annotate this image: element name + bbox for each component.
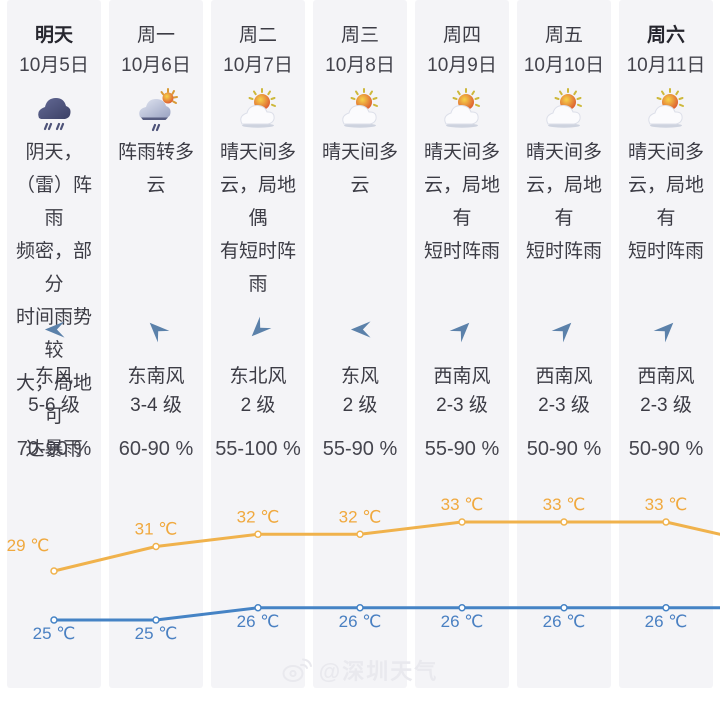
wind-direction-label: 东南风 xyxy=(127,366,185,387)
svg-text:26 ℃: 26 ℃ xyxy=(645,612,688,631)
sun-cloud-icon xyxy=(619,86,713,138)
wind-direction-label: 西南风 xyxy=(433,366,491,387)
forecast-column-6: 周六 10月11日 晴天间多 云，局地有 短时阵雨 西南风 2-3 级 50-90… xyxy=(619,0,713,688)
weather-description: 晴天间多 云，局地偶 有短时阵雨 xyxy=(219,142,296,295)
weather-description: 晴天间多 云，局地有 短时阵雨 xyxy=(627,142,704,262)
wind-direction-label: 东北风 xyxy=(229,366,287,387)
humidity-label: 60-90 % xyxy=(118,438,194,460)
day-label: 周四 xyxy=(442,25,481,46)
wind-direction-icon xyxy=(415,316,509,342)
wind-direction-icon xyxy=(517,316,611,342)
wind-info: 东风 2 级 xyxy=(313,362,407,420)
day-label: 周六 xyxy=(646,25,685,46)
humidity-label: 55-90 % xyxy=(424,438,500,460)
wind-level-label: 2 级 xyxy=(240,395,276,416)
svg-text:26 ℃: 26 ℃ xyxy=(441,612,484,631)
weather-description: 阴天， （雷）阵雨 频密，部分 时间雨势较 大，局地可 达暴雨 xyxy=(15,142,92,460)
wind-level-label: 2-3 级 xyxy=(640,395,692,416)
wind-info: 东北风 2 级 xyxy=(211,362,305,420)
weibo-logo-icon xyxy=(282,658,312,682)
wind-level-label: 2-3 级 xyxy=(436,395,488,416)
svg-text:32 ℃: 32 ℃ xyxy=(339,507,382,526)
wind-direction-label: 东风 xyxy=(340,366,379,387)
weather-description: 晴天间多云 xyxy=(321,142,398,196)
date-label: 10月5日 xyxy=(19,55,89,76)
weather-description: 晴天间多 云，局地有 短时阵雨 xyxy=(525,142,602,262)
svg-text:32 ℃: 32 ℃ xyxy=(237,507,280,526)
forecast-column-3: 周三 10月8日 晴天间多云 东风 2 级 55-90 % xyxy=(313,0,407,688)
day-label: 周五 xyxy=(544,25,583,46)
svg-text:31 ℃: 31 ℃ xyxy=(135,520,178,539)
temperature-chart: 29 ℃ 31 ℃ 32 ℃ 32 ℃ 33 ℃ 33 ℃ 33 ℃ 25 ℃ 25 ℃ 26 ℃… xyxy=(7,495,720,643)
date-label: 10月6日 xyxy=(121,55,191,76)
day-label: 周二 xyxy=(238,25,277,46)
sun-cloud-icon xyxy=(313,86,407,138)
weather-description: 晴天间多 云，局地有 短时阵雨 xyxy=(423,142,500,262)
sun-cloud-icon xyxy=(211,86,305,138)
date-label: 10月10日 xyxy=(523,55,605,76)
wind-info: 西南风 2-3 级 xyxy=(619,362,713,420)
sun-cloud-icon xyxy=(415,86,509,138)
day-label: 周一 xyxy=(136,25,175,46)
day-label: 明天 xyxy=(34,25,73,46)
sun-cloud-icon xyxy=(517,86,611,138)
date-label: 10月9日 xyxy=(427,55,497,76)
svg-text:26 ℃: 26 ℃ xyxy=(237,612,280,631)
wind-info: 西南风 2-3 级 xyxy=(415,362,509,420)
wind-direction-label: 西南风 xyxy=(535,366,593,387)
humidity-label: 50-90 % xyxy=(628,438,704,460)
weather-description: 阵雨转多云 xyxy=(117,142,194,196)
forecast-column-5: 周五 10月10日 晴天间多 云，局地有 短时阵雨 西南风 2-3 级 50-90… xyxy=(517,0,611,688)
wind-direction-icon xyxy=(109,316,203,342)
humidity-label: 55-90 % xyxy=(322,438,398,460)
day-label: 周三 xyxy=(340,25,379,46)
wind-direction-icon xyxy=(619,316,713,342)
wind-info: 东风 5-6 级 xyxy=(7,362,101,420)
svg-text:26 ℃: 26 ℃ xyxy=(543,612,586,631)
watermark: @深圳天气 xyxy=(0,652,720,688)
wind-direction-icon xyxy=(211,316,305,342)
wind-info: 西南风 2-3 级 xyxy=(517,362,611,420)
svg-text:26 ℃: 26 ℃ xyxy=(339,612,382,631)
wind-level-label: 2-3 级 xyxy=(538,395,590,416)
wind-level-label: 5-6 级 xyxy=(28,395,80,416)
wind-direction-icon xyxy=(7,316,101,342)
watermark-text: @深圳天气 xyxy=(318,659,439,684)
forecast-column-2: 周二 10月7日 晴天间多 云，局地偶 有短时阵雨 东北风 2 级 55-100 … xyxy=(211,0,305,688)
svg-text:29 ℃: 29 ℃ xyxy=(7,536,50,555)
wind-level-label: 3-4 级 xyxy=(130,395,182,416)
wind-direction-label: 东风 xyxy=(34,366,73,387)
svg-text:25 ℃: 25 ℃ xyxy=(135,624,178,643)
svg-text:25 ℃: 25 ℃ xyxy=(33,624,76,643)
wind-direction-label: 西南风 xyxy=(637,366,695,387)
date-label: 10月7日 xyxy=(223,55,293,76)
svg-text:33 ℃: 33 ℃ xyxy=(645,495,688,514)
humidity-label: 50-90 % xyxy=(526,438,602,460)
forecast-column-4: 周四 10月9日 晴天间多 云，局地有 短时阵雨 西南风 2-3 级 55-90 … xyxy=(415,0,509,688)
humidity-label: 70-90 % xyxy=(16,438,92,460)
svg-text:33 ℃: 33 ℃ xyxy=(441,495,484,514)
wind-direction-icon xyxy=(313,316,407,342)
forecast-column-1: 周一 10月6日 阵雨转多云 东南风 3-4 级 60-90 % xyxy=(109,0,203,688)
wind-level-label: 2 级 xyxy=(342,395,378,416)
sun-shower-icon xyxy=(109,86,203,138)
svg-text:33 ℃: 33 ℃ xyxy=(543,495,586,514)
date-label: 10月8日 xyxy=(325,55,395,76)
rain-icon xyxy=(7,86,101,138)
date-label: 10月11日 xyxy=(626,55,706,76)
wind-info: 东南风 3-4 级 xyxy=(109,362,203,420)
humidity-label: 55-100 % xyxy=(215,438,301,460)
